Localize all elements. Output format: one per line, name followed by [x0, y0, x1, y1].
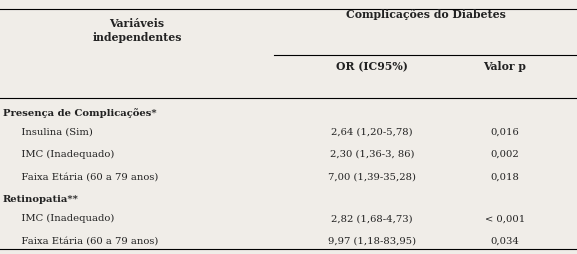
Text: Insulina (Sim): Insulina (Sim)	[12, 128, 92, 137]
Text: 0,018: 0,018	[490, 172, 519, 181]
Text: Retinopatia**: Retinopatia**	[3, 195, 78, 204]
Text: Valor p: Valor p	[484, 61, 526, 72]
Text: Faixa Etária (60 a 79 anos): Faixa Etária (60 a 79 anos)	[12, 237, 158, 246]
Text: IMC (Inadequado): IMC (Inadequado)	[12, 150, 114, 159]
Text: Faixa Etária (60 a 79 anos): Faixa Etária (60 a 79 anos)	[12, 172, 158, 181]
Text: IMC (Inadequado): IMC (Inadequado)	[12, 214, 114, 224]
Text: 0,016: 0,016	[490, 128, 519, 137]
Text: 2,30 (1,36-3, 86): 2,30 (1,36-3, 86)	[330, 150, 414, 159]
Text: < 0,001: < 0,001	[485, 214, 525, 223]
Text: 0,034: 0,034	[490, 237, 519, 246]
Text: 9,97 (1,18-83,95): 9,97 (1,18-83,95)	[328, 237, 416, 246]
Text: 2,64 (1,20-5,78): 2,64 (1,20-5,78)	[331, 128, 413, 137]
Text: Presença de Complicações*: Presença de Complicações*	[3, 108, 156, 118]
Text: Variáveis
independentes: Variáveis independentes	[92, 18, 182, 43]
Text: OR (IC95%): OR (IC95%)	[336, 61, 408, 72]
Text: 2,82 (1,68-4,73): 2,82 (1,68-4,73)	[331, 214, 413, 223]
Text: 0,002: 0,002	[490, 150, 519, 159]
Text: Complicações do Diabetes: Complicações do Diabetes	[346, 9, 505, 20]
Text: 7,00 (1,39-35,28): 7,00 (1,39-35,28)	[328, 172, 416, 181]
